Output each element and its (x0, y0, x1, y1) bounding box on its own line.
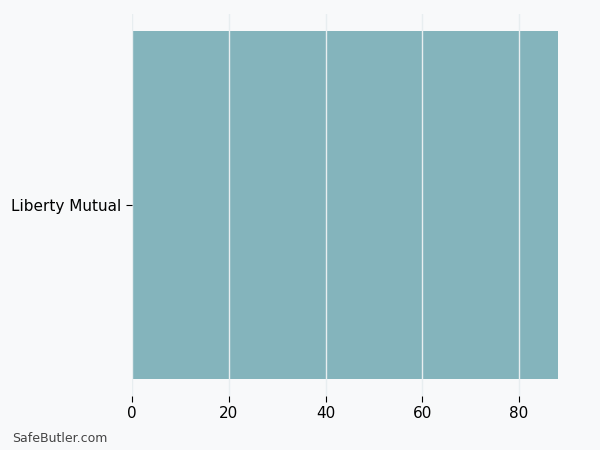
Text: SafeButler.com: SafeButler.com (12, 432, 107, 446)
